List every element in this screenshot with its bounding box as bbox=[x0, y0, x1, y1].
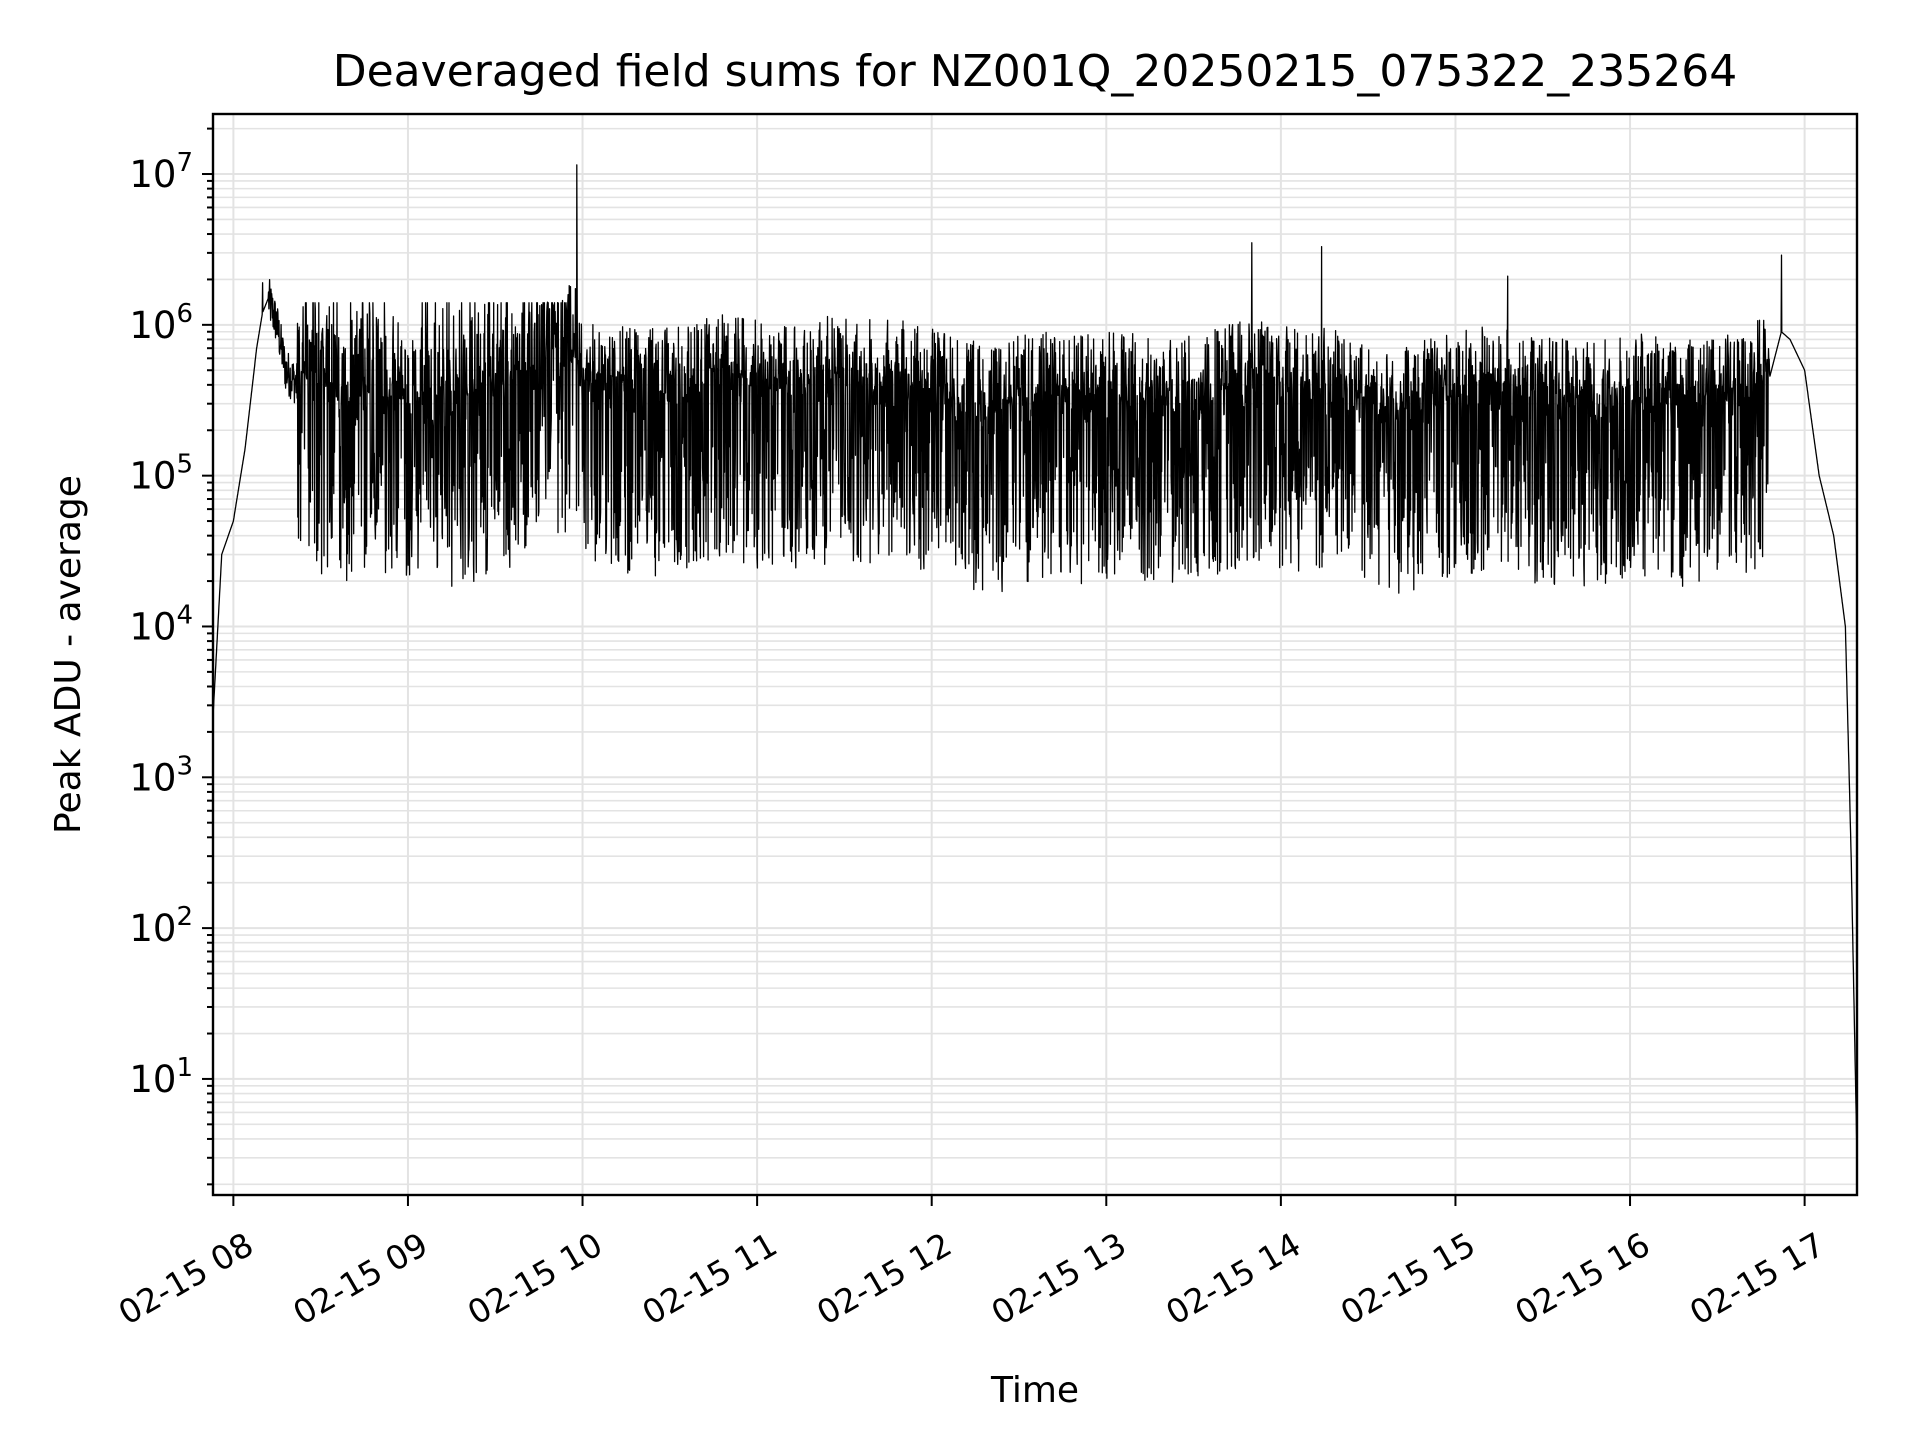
y-tick-label: 103 bbox=[129, 751, 193, 799]
y-tick-label: 104 bbox=[129, 600, 193, 648]
y-tick-label: 107 bbox=[129, 148, 193, 196]
y-tick-label: 106 bbox=[129, 299, 193, 347]
series-line bbox=[212, 164, 1858, 1152]
y-axis-label: Peak ADU - average bbox=[48, 475, 89, 834]
y-tick-label: 102 bbox=[129, 902, 193, 950]
series-line-group bbox=[212, 164, 1858, 1152]
x-axis-label: Time bbox=[990, 1370, 1079, 1411]
chart-title: Deaveraged field sums for NZ001Q_2025021… bbox=[333, 46, 1738, 97]
y-tick-label: 105 bbox=[129, 450, 193, 498]
y-axis: 101 102 103 104 105 106 107 bbox=[129, 127, 213, 1186]
y-tick-label: 101 bbox=[129, 1053, 193, 1101]
plot-frame bbox=[211, 112, 1859, 1197]
